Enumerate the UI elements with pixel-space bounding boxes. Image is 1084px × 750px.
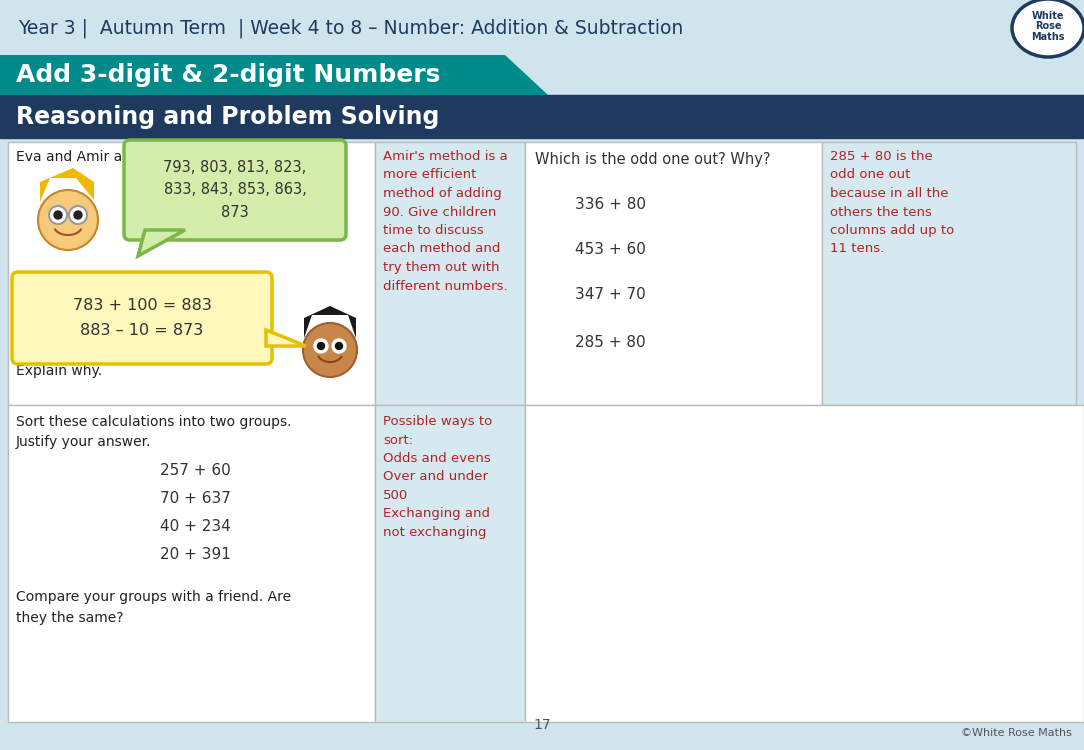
FancyBboxPatch shape	[822, 142, 1076, 405]
FancyBboxPatch shape	[0, 95, 1084, 138]
Polygon shape	[138, 230, 185, 256]
Text: 336 + 80: 336 + 80	[575, 197, 646, 212]
Circle shape	[336, 343, 343, 350]
Circle shape	[314, 339, 328, 353]
Polygon shape	[40, 168, 94, 202]
Text: 285 + 80 is the
odd one out
because in all the
others the tens
columns add up to: 285 + 80 is the odd one out because in a…	[830, 150, 954, 256]
FancyBboxPatch shape	[0, 0, 1084, 55]
Circle shape	[69, 206, 87, 224]
FancyBboxPatch shape	[8, 405, 375, 722]
Text: Maths: Maths	[1031, 32, 1064, 42]
Text: 793, 803, 813, 823,
833, 843, 853, 863,
873: 793, 803, 813, 823, 833, 843, 853, 863, …	[164, 160, 307, 220]
Text: 17: 17	[533, 718, 551, 732]
Circle shape	[74, 211, 82, 219]
Circle shape	[304, 323, 357, 377]
Text: Amir's method is a
more efficient
method of adding
90. Give children
time to dis: Amir's method is a more efficient method…	[383, 150, 507, 292]
Circle shape	[54, 211, 62, 219]
Polygon shape	[304, 306, 356, 338]
FancyBboxPatch shape	[375, 142, 525, 405]
FancyBboxPatch shape	[525, 405, 1084, 722]
Text: 783 + 100 = 883
883 – 10 = 873: 783 + 100 = 883 883 – 10 = 873	[73, 298, 211, 338]
FancyBboxPatch shape	[0, 0, 1084, 750]
Text: Whose method do you prefer?
Explain why.: Whose method do you prefer? Explain why.	[16, 343, 225, 377]
Text: Add 3-digit & 2-digit Numbers: Add 3-digit & 2-digit Numbers	[16, 63, 440, 87]
Text: Possible ways to
sort:
Odds and evens
Over and under
500
Exchanging and
not exch: Possible ways to sort: Odds and evens Ov…	[383, 415, 492, 539]
FancyBboxPatch shape	[375, 405, 525, 722]
Ellipse shape	[1012, 0, 1084, 57]
Circle shape	[318, 343, 324, 350]
Text: Justify your answer.: Justify your answer.	[16, 435, 152, 449]
Text: Which is the odd one out? Why?: Which is the odd one out? Why?	[535, 152, 771, 167]
Polygon shape	[266, 330, 306, 346]
Text: Compare your groups with a friend. Are
they the same?: Compare your groups with a friend. Are t…	[16, 590, 292, 625]
Circle shape	[49, 206, 67, 224]
Text: 20 + 391: 20 + 391	[159, 547, 231, 562]
Text: Sort these calculations into two groups.: Sort these calculations into two groups.	[16, 415, 292, 429]
Text: 257 + 60: 257 + 60	[159, 463, 231, 478]
Polygon shape	[0, 55, 549, 95]
Text: 347 + 70: 347 + 70	[575, 287, 646, 302]
Text: Year 3 |  Autumn Term  | Week 4 to 8 – Number: Addition & Subtraction: Year 3 | Autumn Term | Week 4 to 8 – Num…	[18, 18, 683, 38]
Text: 70 + 637: 70 + 637	[159, 491, 231, 506]
Text: Rose: Rose	[1035, 21, 1061, 31]
FancyBboxPatch shape	[124, 140, 346, 240]
Text: 285 + 80: 285 + 80	[575, 335, 646, 350]
Text: White: White	[1032, 11, 1064, 21]
Text: ©White Rose Maths: ©White Rose Maths	[962, 728, 1072, 738]
Text: Reasoning and Problem Solving: Reasoning and Problem Solving	[16, 105, 439, 129]
FancyBboxPatch shape	[8, 142, 375, 405]
FancyBboxPatch shape	[12, 272, 272, 364]
Text: 40 + 234: 40 + 234	[159, 519, 231, 534]
Text: 453 + 60: 453 + 60	[575, 242, 646, 257]
Circle shape	[332, 339, 346, 353]
Text: Eva and Amir are calculating 783 + 90: Eva and Amir are calculating 783 + 90	[16, 150, 285, 164]
FancyBboxPatch shape	[525, 142, 822, 405]
Circle shape	[38, 190, 98, 250]
